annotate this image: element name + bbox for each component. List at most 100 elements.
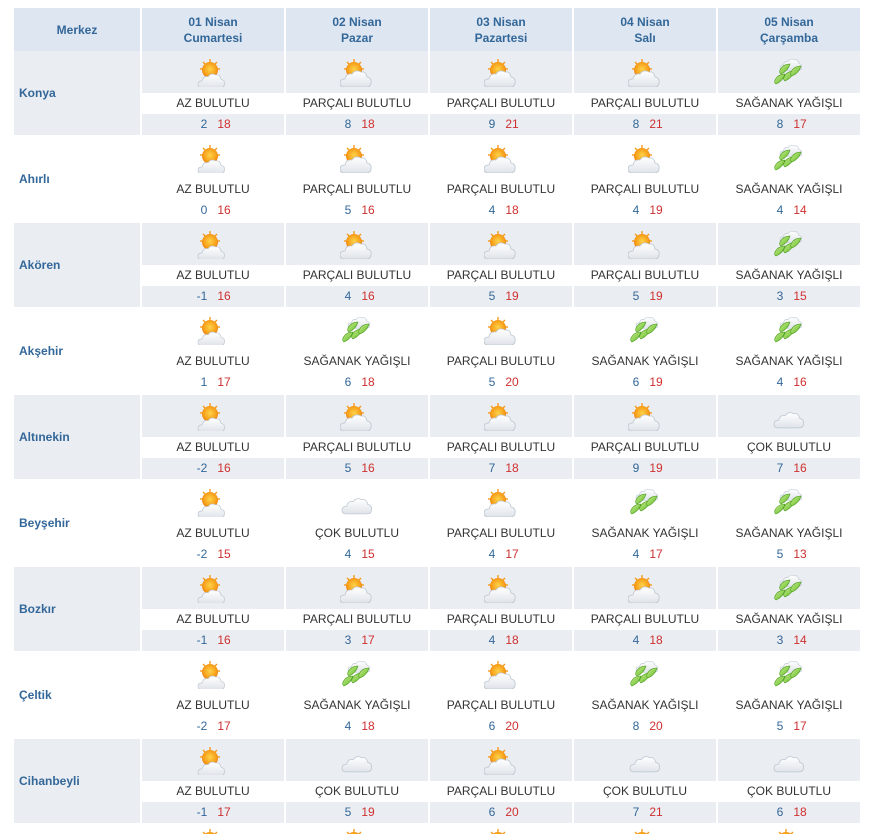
cloud-shape: [197, 761, 225, 775]
city-label[interactable]: Çeltik: [19, 688, 52, 702]
high-temp: 17: [649, 547, 663, 561]
cloud-shape: [340, 242, 372, 259]
high-temp: 16: [361, 289, 375, 303]
header-merkez-label: Merkez: [56, 22, 98, 37]
city-name[interactable]: Akören: [14, 223, 140, 307]
cloudy-icon: [628, 745, 662, 775]
city-label[interactable]: Cihanbeyli: [19, 774, 80, 788]
day-cells: AZ BULUTLU -1 17 ÇOK BULUTLU 5 19 PARÇALI BULU…: [142, 739, 860, 823]
rain-shower-icon: [772, 573, 806, 603]
city-name[interactable]: Bozkır: [14, 567, 140, 651]
low-temp: 4: [776, 375, 784, 389]
high-temp: 21: [649, 805, 663, 819]
weather-icon-cell: [718, 739, 860, 781]
cloud-shape: [197, 245, 225, 259]
low-temp: 7: [632, 805, 640, 819]
high-temp: 20: [649, 719, 663, 733]
city-name[interactable]: Beyşehir: [14, 481, 140, 565]
city-name[interactable]: Ahırlı: [14, 137, 140, 221]
low-temp: 5: [776, 547, 784, 561]
cloud-shape: [773, 756, 804, 773]
header-weekday: Çarşamba: [759, 30, 819, 45]
day-cell: SAĞANAK YAĞIŞLI 4 18: [286, 653, 428, 737]
condition-text: PARÇALI BULUTLU: [430, 265, 572, 286]
partly-cloudy-icon: [484, 487, 518, 517]
cloud-shape: [629, 756, 660, 773]
condition-text: PARÇALI BULUTLU: [430, 179, 572, 200]
weather-icon-cell: [718, 223, 860, 265]
city-label[interactable]: Beyşehir: [19, 516, 70, 530]
condition-text: SAĞANAK YAĞIŞLI: [574, 695, 716, 716]
partly-cloudy-icon: [484, 143, 518, 173]
partly-cloudy-icon: [484, 57, 518, 87]
city-name[interactable]: Çeltik: [14, 653, 140, 737]
day-cell: AZ BULUTLU -2 16: [142, 395, 284, 479]
header-weekday: Pazartesi: [474, 30, 528, 45]
next-row-partial: [142, 827, 862, 834]
weather-icon-cell: [142, 395, 284, 437]
weather-icon-cell: [718, 51, 860, 93]
city-label[interactable]: Akören: [19, 258, 61, 272]
partly-cloudy-icon: [484, 659, 518, 689]
sun-cloud-icon: [196, 827, 230, 834]
weather-icon-cell: [142, 739, 284, 781]
city-label[interactable]: Ahırlı: [19, 172, 50, 186]
temperature-cell: 6 18: [718, 802, 860, 823]
condition-text: SAĞANAK YAĞIŞLI: [574, 351, 716, 372]
cloud-shape: [197, 503, 225, 517]
sun-cloud-icon: [196, 401, 230, 431]
sun-cloud-icon: [196, 573, 230, 603]
low-temp: -1: [196, 633, 208, 647]
condition-text: PARÇALI BULUTLU: [430, 351, 572, 372]
city-label[interactable]: Altınekin: [19, 430, 70, 444]
condition-text: PARÇALI BULUTLU: [286, 609, 428, 630]
day-cell: PARÇALI BULUTLU 5 16: [286, 395, 428, 479]
condition-text: ÇOK BULUTLU: [718, 437, 860, 458]
header-day-2: 02 Nisan Pazar: [286, 8, 428, 51]
low-temp: 1: [200, 375, 208, 389]
rain-shower-icon: [340, 315, 374, 345]
temperature-cell: 7 21: [574, 802, 716, 823]
day-cell: AZ BULUTLU -1 17: [142, 739, 284, 823]
partly-cloudy-icon: [484, 229, 518, 259]
partial-icon-cell: [574, 827, 716, 834]
weather-icon-cell: [574, 395, 716, 437]
city-label[interactable]: Konya: [19, 86, 56, 100]
sun-shape: [634, 829, 650, 834]
cloud-shape: [484, 70, 516, 87]
city-name[interactable]: Altınekin: [14, 395, 140, 479]
temperature-cell: 5 19: [574, 286, 716, 307]
weather-icon-cell: [574, 567, 716, 609]
city-label[interactable]: Bozkır: [19, 602, 56, 616]
day-cell: ÇOK BULUTLU 7 21: [574, 739, 716, 823]
high-temp: 17: [217, 375, 231, 389]
low-temp: 4: [344, 289, 352, 303]
city-name[interactable]: Akşehir: [14, 309, 140, 393]
partial-icon-cell: [430, 827, 572, 834]
temperature-cell: 4 17: [430, 544, 572, 565]
high-temp: 15: [217, 547, 231, 561]
city-name[interactable]: Konya: [14, 51, 140, 135]
day-cell: PARÇALI BULUTLU 4 17: [430, 481, 572, 565]
sun-cloud-icon: [196, 229, 230, 259]
condition-text: AZ BULUTLU: [142, 609, 284, 630]
temperature-cell: 9 19: [574, 458, 716, 479]
partly-cloudy-icon: [484, 573, 518, 603]
weather-icon-cell: [718, 309, 860, 351]
weather-icon-cell: [286, 137, 428, 179]
high-temp: 18: [793, 805, 807, 819]
cloud-shape: [340, 586, 372, 603]
low-temp: 8: [344, 117, 352, 131]
high-temp: 20: [505, 719, 519, 733]
temperature-cell: 5 19: [286, 802, 428, 823]
sun-cloud-icon: [196, 659, 230, 689]
low-temp: 6: [488, 805, 496, 819]
temperature-cell: 5 17: [718, 716, 860, 737]
condition-text: SAĞANAK YAĞIŞLI: [718, 351, 860, 372]
city-label[interactable]: Akşehir: [19, 344, 64, 358]
day-cells: AZ BULUTLU -1 16 PARÇALI BULUTLU 3 17 PARÇALI …: [142, 567, 860, 651]
partly-cloudy-icon: [340, 573, 374, 603]
high-temp: 18: [361, 117, 375, 131]
city-name[interactable]: Cihanbeyli: [14, 739, 140, 823]
cloud-shape: [197, 417, 225, 431]
